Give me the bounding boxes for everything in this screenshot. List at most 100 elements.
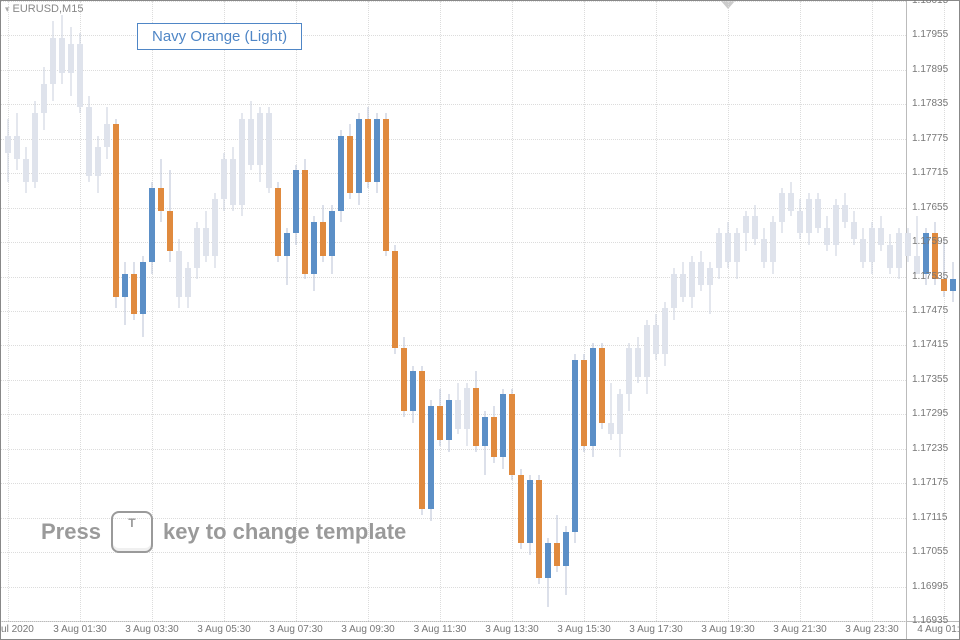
- template-name-badge[interactable]: Navy Orange (Light): [137, 23, 302, 50]
- gridline-horizontal: [1, 380, 906, 381]
- candlestick: [212, 193, 218, 268]
- candlestick: [257, 107, 263, 182]
- yaxis-separator: [906, 1, 907, 639]
- y-axis-tick-label: 1.17115: [912, 512, 947, 523]
- candlestick: [779, 188, 785, 234]
- x-axis-tick-label: 4 Aug 01:30: [917, 624, 960, 635]
- gridline-vertical: [728, 1, 729, 621]
- candlestick: [59, 15, 65, 84]
- hint-suffix: key to change template: [163, 519, 406, 545]
- candlestick: [869, 222, 875, 274]
- candlestick: [680, 262, 686, 302]
- gridline-vertical: [8, 1, 9, 621]
- candlestick: [311, 216, 317, 291]
- candlestick: [167, 170, 173, 262]
- candlestick: [41, 67, 47, 130]
- candlestick: [536, 475, 542, 584]
- candlestick: [302, 159, 308, 280]
- x-axis-tick-label: 3 Aug 07:30: [269, 624, 322, 635]
- candlestick: [104, 107, 110, 159]
- candlestick: [563, 526, 569, 595]
- candlestick: [95, 136, 101, 193]
- y-axis-tick-label: 1.17475: [912, 305, 948, 316]
- candlestick: [140, 256, 146, 336]
- x-axis-tick-label: 3 Aug 17:30: [629, 624, 682, 635]
- candlestick: [716, 228, 722, 280]
- candlestick: [455, 383, 461, 435]
- y-axis-tick-label: 1.18015: [912, 0, 948, 6]
- y-axis-tick-label: 1.17895: [912, 64, 948, 75]
- candlestick: [338, 130, 344, 222]
- y-axis-tick-label: 1.17595: [912, 236, 948, 247]
- y-axis-tick-label: 1.17955: [912, 29, 948, 40]
- candlestick: [86, 96, 92, 182]
- candlestick: [833, 199, 839, 256]
- candlestick: [734, 228, 740, 280]
- gridline-horizontal: [1, 345, 906, 346]
- candlestick: [266, 107, 272, 193]
- x-axis-tick-label: 3 Aug 23:30: [845, 624, 898, 635]
- candlestick: [329, 205, 335, 274]
- candlestick: [239, 113, 245, 216]
- candlestick: [626, 343, 632, 412]
- x-axis-tick-label: 3 Aug 13:30: [485, 624, 538, 635]
- y-axis-tick-label: 1.17655: [912, 202, 948, 213]
- x-axis-tick-label: 3 Aug 05:30: [197, 624, 250, 635]
- gridline-horizontal: [1, 483, 906, 484]
- gridline-vertical: [584, 1, 585, 621]
- y-axis-tick-label: 1.17295: [912, 408, 948, 419]
- gridline-horizontal: [1, 414, 906, 415]
- candlestick: [482, 411, 488, 474]
- candlestick: [653, 314, 659, 360]
- candlestick: [797, 199, 803, 239]
- candlestick: [824, 216, 830, 250]
- candlestick: [293, 165, 299, 245]
- candlestick: [131, 262, 137, 319]
- y-axis-tick-label: 1.17715: [912, 167, 948, 178]
- candlestick: [815, 193, 821, 233]
- candlestick: [275, 182, 281, 262]
- candlestick: [419, 366, 425, 515]
- candlestick: [554, 515, 560, 572]
- x-axis-tick-label: 3 Aug 03:30: [125, 624, 178, 635]
- candlestick: [464, 383, 470, 446]
- y-axis-tick-label: 1.17775: [912, 133, 948, 144]
- candlestick: [590, 343, 596, 458]
- x-axis-tick-label: 3 Aug 15:30: [557, 624, 610, 635]
- candlestick: [176, 239, 182, 308]
- candlestick: [356, 113, 362, 205]
- candlestick: [860, 228, 866, 268]
- candlestick: [698, 251, 704, 291]
- x-axis-tick-label: 3 Aug 11:30: [414, 624, 467, 635]
- y-axis-tick-label: 1.17835: [912, 98, 948, 109]
- x-axis-tick-label: 3 Aug 01:30: [53, 624, 106, 635]
- candlestick: [401, 337, 407, 417]
- gridline-horizontal: [1, 139, 906, 140]
- candlestick: [545, 538, 551, 607]
- candlestick: [203, 211, 209, 263]
- gridline-vertical: [440, 1, 441, 621]
- x-axis-tick-label: 3 Aug 21:30: [773, 624, 826, 635]
- candlestick: [527, 475, 533, 555]
- y-axis-tick-label: 1.17415: [912, 339, 948, 350]
- candlestick: [725, 222, 731, 268]
- gridline-horizontal: [1, 449, 906, 450]
- candlestick: [599, 343, 605, 429]
- gridline-horizontal: [1, 208, 906, 209]
- gridline-horizontal: [1, 173, 906, 174]
- gridline-vertical: [512, 1, 513, 621]
- candlestick: [608, 383, 614, 440]
- y-axis-tick-label: 1.16995: [912, 581, 948, 592]
- candlestick: [23, 147, 29, 193]
- candlestick: [950, 262, 956, 302]
- gridline-horizontal: [1, 1, 906, 2]
- x-axis-tick-label: 31 Jul 2020: [0, 624, 34, 635]
- gridline-horizontal: [1, 621, 906, 622]
- y-axis-tick-label: 1.17535: [912, 271, 948, 282]
- candlestick: [878, 216, 884, 250]
- hint-prefix: Press: [41, 519, 101, 545]
- candlestick: [113, 119, 119, 308]
- candlestick: [617, 389, 623, 458]
- x-axis-tick-label: 3 Aug 09:30: [341, 624, 394, 635]
- x-axis-tick-label: 3 Aug 19:30: [701, 624, 754, 635]
